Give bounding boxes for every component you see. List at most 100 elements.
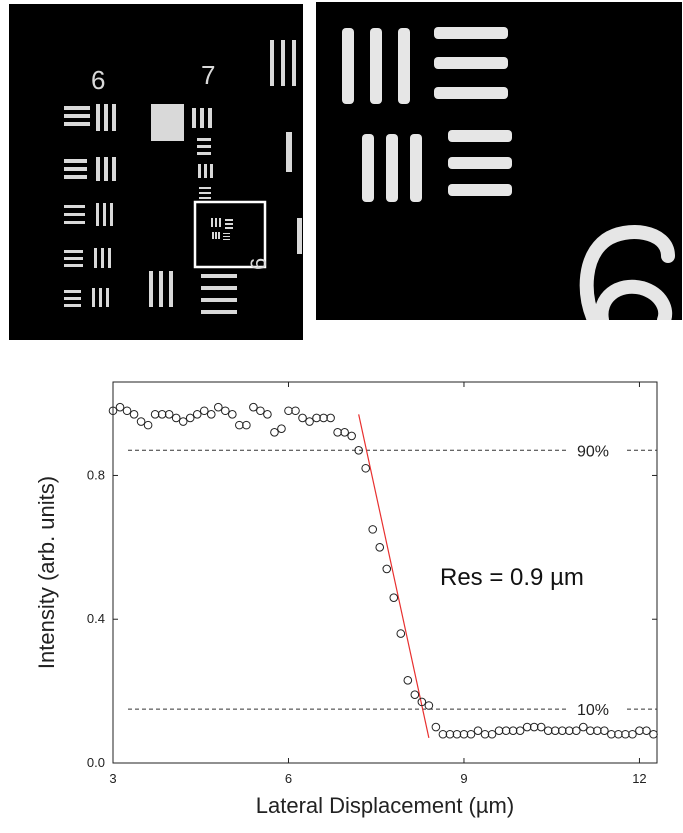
data-point bbox=[178, 417, 188, 426]
reference-lines: 90% 10% bbox=[128, 443, 657, 719]
x-tick-label: 3 bbox=[109, 771, 116, 786]
data-point bbox=[157, 410, 167, 419]
fit-line bbox=[358, 414, 430, 738]
data-point bbox=[424, 701, 434, 710]
zoom-highlight-box bbox=[193, 200, 267, 269]
y-axis-title: Intensity (arb. units) bbox=[34, 476, 59, 669]
data-point bbox=[368, 525, 378, 534]
data-point bbox=[621, 729, 630, 739]
data-point bbox=[122, 406, 132, 416]
data-point bbox=[171, 413, 181, 423]
data-point bbox=[270, 428, 279, 437]
data-point bbox=[228, 410, 237, 419]
zoomed-6-glyph bbox=[579, 225, 675, 320]
data-point bbox=[185, 413, 195, 423]
data-point bbox=[136, 417, 146, 426]
data-point bbox=[347, 431, 356, 441]
plot-frame bbox=[112, 381, 658, 764]
data-point bbox=[593, 726, 602, 735]
group-7-label: 7 bbox=[201, 60, 215, 90]
data-point bbox=[607, 729, 616, 739]
data-point bbox=[473, 726, 483, 735]
data-point bbox=[635, 726, 644, 735]
data-point bbox=[445, 729, 455, 739]
data-point bbox=[515, 726, 525, 735]
data-point bbox=[164, 410, 174, 419]
data-point bbox=[199, 406, 209, 416]
data-point bbox=[557, 726, 567, 735]
data-point bbox=[319, 413, 328, 423]
data-point bbox=[578, 722, 588, 732]
data-point bbox=[459, 729, 469, 739]
data-point bbox=[494, 726, 504, 735]
zoomed-target-image: 6 bbox=[316, 2, 682, 320]
small-6-label: 6 bbox=[246, 258, 271, 270]
data-point bbox=[256, 406, 265, 416]
data-point bbox=[354, 445, 363, 455]
data-point bbox=[396, 629, 406, 638]
data-point bbox=[115, 402, 125, 412]
data-point bbox=[235, 420, 244, 430]
data-point bbox=[403, 676, 413, 685]
data-point bbox=[389, 593, 399, 602]
x-axis-title: Lateral Displacement (µm) bbox=[256, 793, 514, 818]
data-point bbox=[291, 406, 300, 416]
zoomed-bars bbox=[342, 27, 512, 202]
data-point bbox=[522, 722, 532, 732]
data-point bbox=[277, 424, 286, 434]
data-point bbox=[340, 428, 349, 437]
data-point bbox=[361, 463, 370, 473]
data-point bbox=[417, 697, 427, 707]
data-point bbox=[452, 729, 462, 739]
data-point bbox=[375, 543, 385, 552]
data-point bbox=[263, 410, 272, 419]
data-point bbox=[249, 402, 258, 412]
group-6-label: 6 bbox=[91, 65, 105, 95]
data-point bbox=[213, 402, 223, 412]
data-point bbox=[312, 413, 321, 423]
data-point bbox=[382, 564, 392, 574]
data-point bbox=[628, 729, 637, 739]
reference-line-label: 10% bbox=[577, 702, 609, 719]
data-point bbox=[242, 420, 251, 430]
data-point bbox=[543, 726, 553, 735]
y-tick-label: 0.0 bbox=[87, 755, 105, 770]
data-point bbox=[614, 729, 623, 739]
data-point bbox=[129, 410, 139, 419]
data-point bbox=[150, 410, 160, 419]
data-point bbox=[192, 410, 202, 419]
plot-border bbox=[112, 381, 658, 764]
data-point bbox=[143, 420, 153, 430]
zoomed-target-svg: 6 bbox=[316, 2, 675, 320]
data-point bbox=[649, 729, 658, 739]
x-tick-label: 12 bbox=[632, 771, 646, 786]
data-point bbox=[586, 726, 595, 735]
data-point bbox=[438, 729, 448, 739]
data-point bbox=[108, 406, 118, 416]
edge-profile-chart: 90% 10% 3 6 9 12 0.0 0.4 0.8 Res = 0.9 µm Later… bbox=[34, 381, 658, 818]
zoomed-6-label: 6 bbox=[316, 2, 325, 6]
data-point bbox=[298, 413, 307, 423]
data-point bbox=[642, 726, 651, 735]
data-points bbox=[108, 402, 658, 739]
y-tick-label: 0.4 bbox=[87, 611, 105, 626]
resolution-target-image: 6 7 6 bbox=[9, 4, 303, 340]
target-bars bbox=[64, 40, 302, 314]
resolution-annotation: Res = 0.9 µm bbox=[440, 564, 584, 591]
data-point bbox=[305, 417, 314, 426]
axis-ticks: 3 6 9 12 0.0 0.4 0.8 bbox=[87, 382, 657, 786]
data-point bbox=[529, 722, 539, 732]
data-point bbox=[501, 726, 511, 735]
data-point bbox=[550, 726, 560, 735]
data-point bbox=[431, 722, 441, 732]
data-point bbox=[480, 729, 490, 739]
x-tick-label: 6 bbox=[285, 771, 292, 786]
data-point bbox=[600, 726, 609, 735]
resolution-target-svg: 6 7 6 bbox=[64, 40, 302, 314]
data-point bbox=[564, 726, 574, 735]
data-point bbox=[333, 428, 342, 437]
data-point bbox=[326, 413, 335, 423]
fit-line-segment bbox=[358, 414, 430, 738]
data-point bbox=[284, 406, 293, 416]
data-point bbox=[487, 729, 497, 739]
